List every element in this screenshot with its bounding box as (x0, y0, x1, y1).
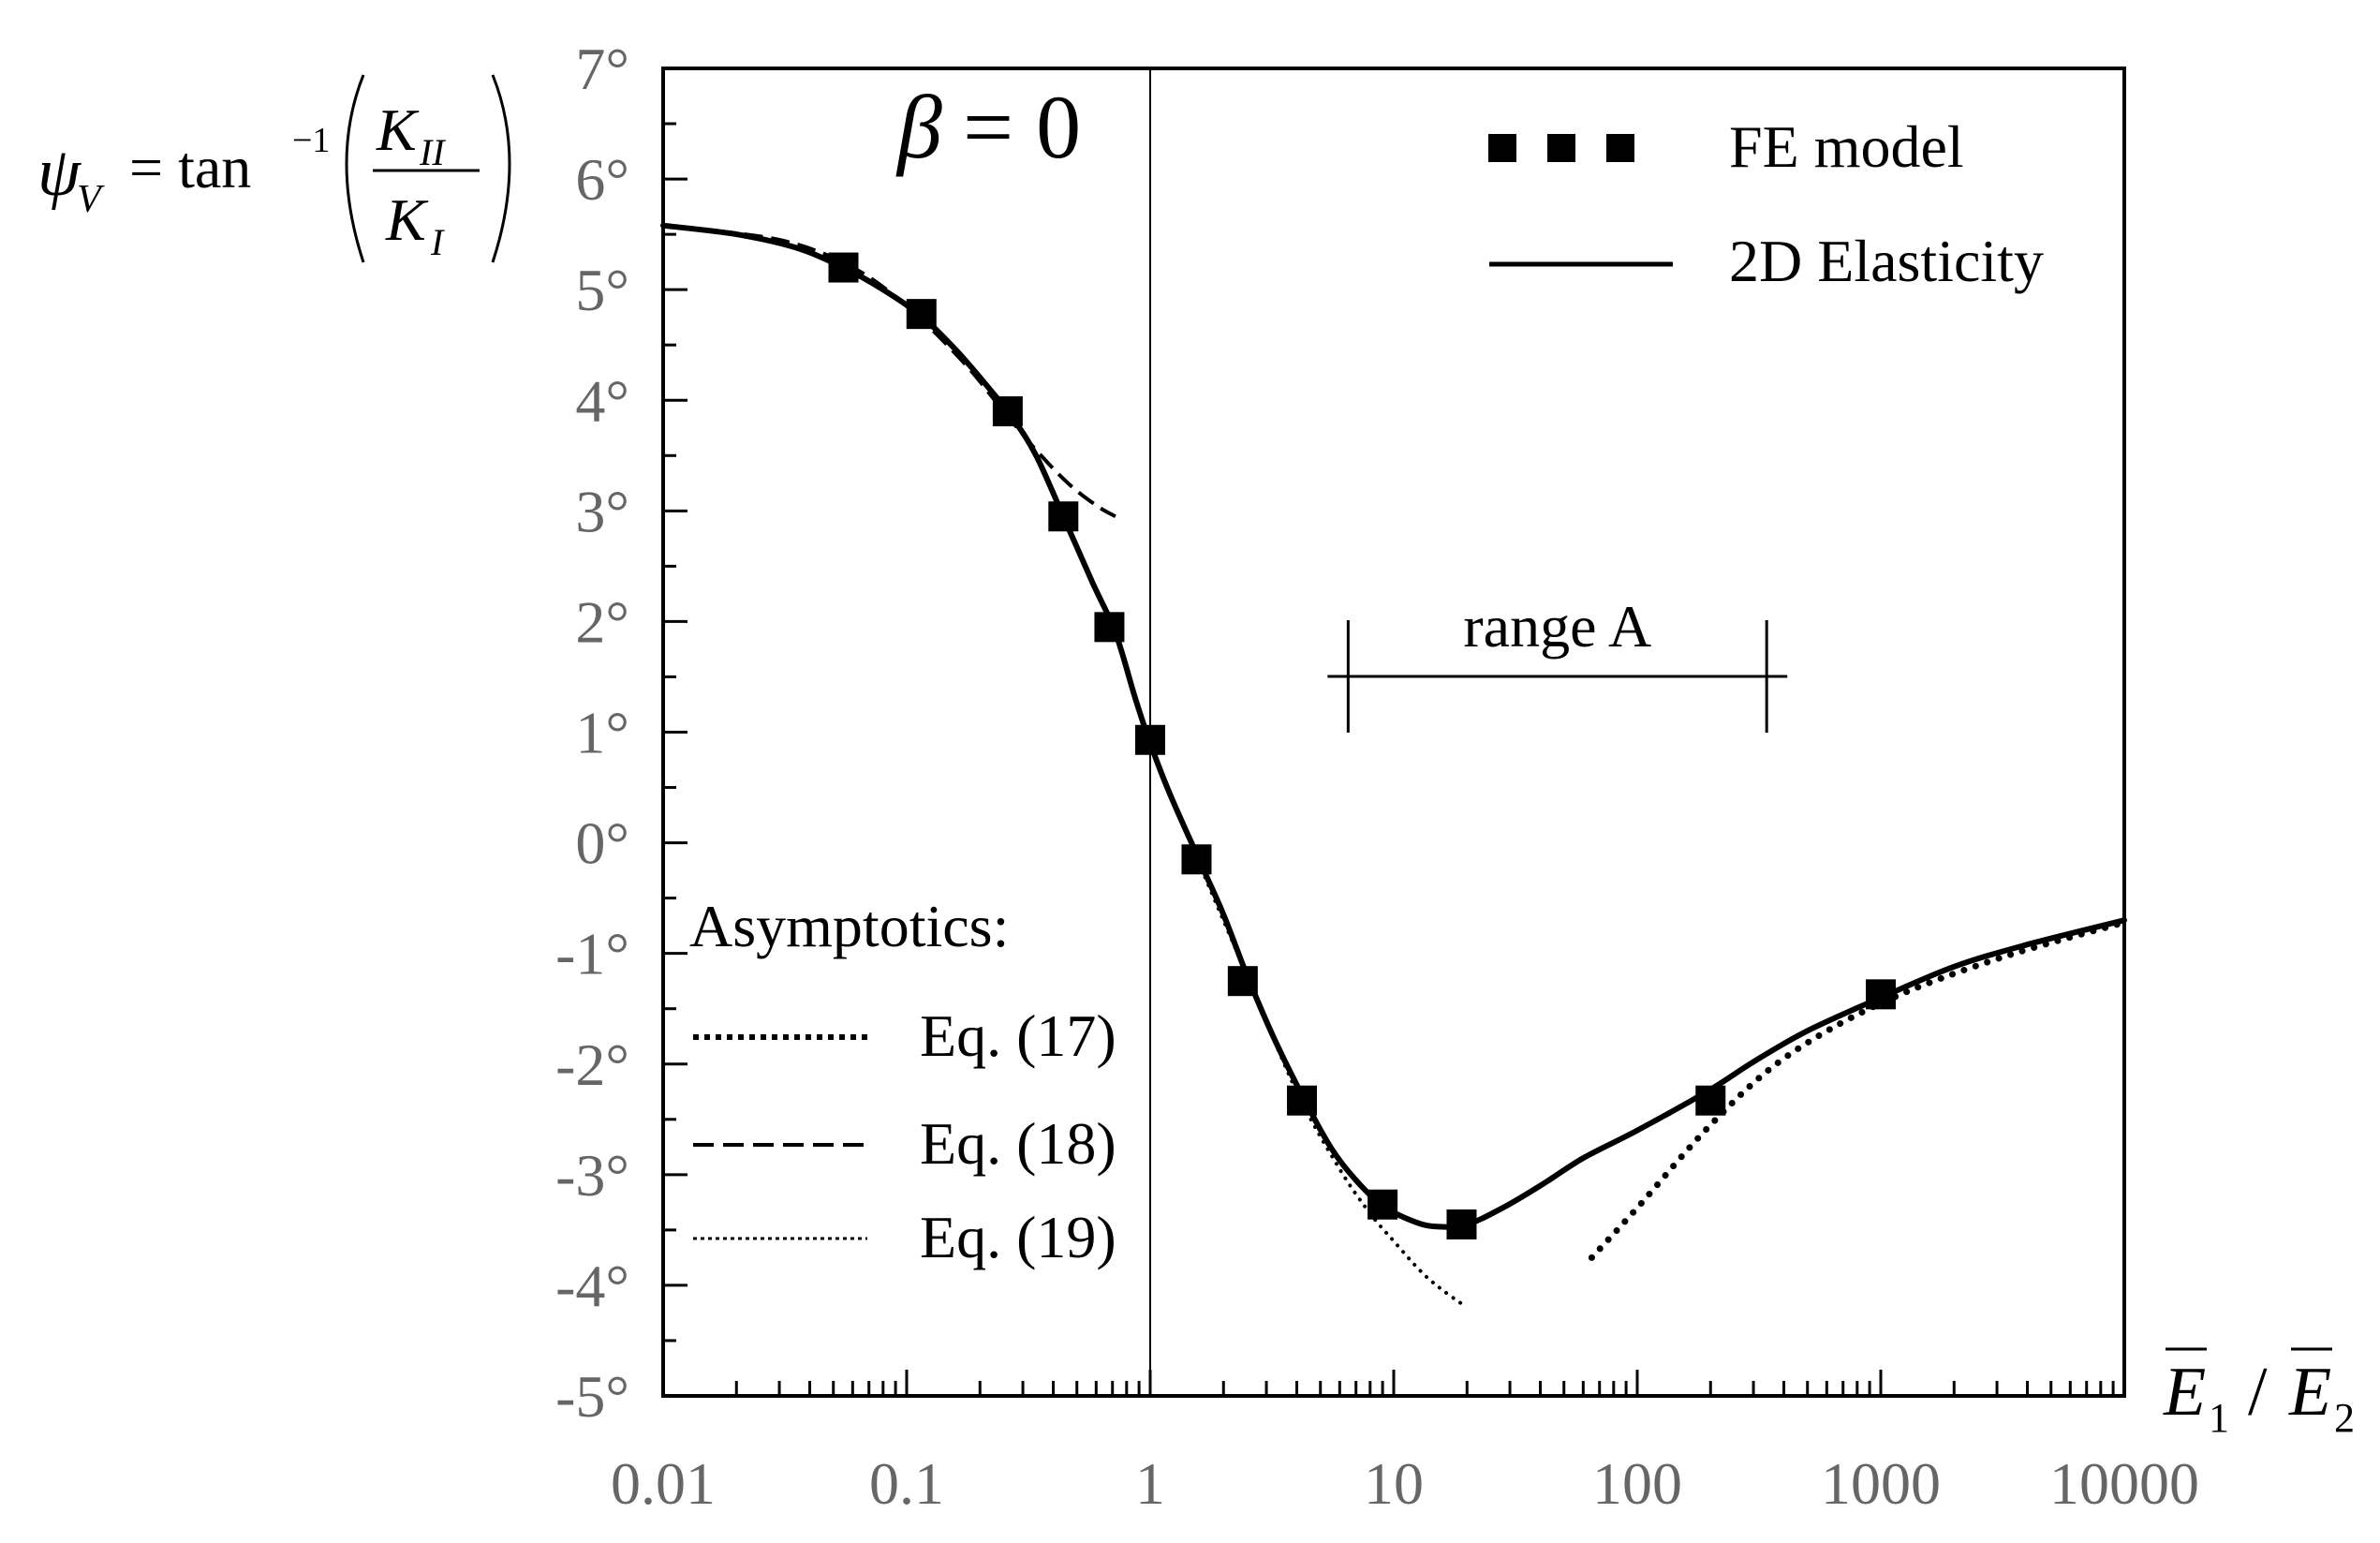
fe-model-point (1227, 966, 1258, 997)
asymptotics-title: Asymptotics: (689, 893, 1009, 959)
fe-model-point (1367, 1189, 1398, 1220)
y-tick-label: 3° (575, 478, 629, 544)
y-tick-label: 5° (575, 257, 629, 323)
range-a-annotation: range A (1327, 593, 1788, 733)
y-tick-label: -1° (555, 921, 629, 987)
fe-model-point (1181, 844, 1212, 875)
fe-model-point (906, 299, 937, 330)
fe-model-point (1048, 501, 1079, 532)
x-axis-label: E 1 / E 2 (2163, 1347, 2355, 1441)
series-line-2d-elasticity (660, 222, 2127, 1230)
x-tick-label: 1000 (1821, 1450, 1941, 1517)
x-tick-labels: 0.01 0.1 1 10 100 1000 10000 (611, 1450, 2199, 1517)
x-tick-label: 0.1 (869, 1450, 944, 1517)
y-axis-label: ψ V = tan −1 K II K I (37, 74, 511, 263)
legend-elasticity-label: 2D Elasticity (1729, 228, 2044, 294)
plot-series (660, 222, 2128, 1310)
y-label-psi: ψ (37, 134, 82, 211)
legend-fe-marker-3 (1606, 134, 1634, 162)
y-label-psi-sub: V (77, 178, 105, 221)
x-tick-label: 100 (1592, 1450, 1682, 1517)
series-line-eq-17 (1588, 919, 2128, 1261)
x-tick-label: 0.01 (611, 1450, 716, 1517)
y-label-left-paren (345, 74, 365, 263)
asymptotics-eq17-label: Eq. (17) (920, 1002, 1116, 1069)
y-label-denominator-sub: I (430, 221, 445, 263)
asymptotics-eq19-label: Eq. (19) (920, 1204, 1116, 1270)
y-tick-label: 7° (575, 36, 629, 102)
fe-model-point (1695, 1085, 1726, 1116)
asymptotics-eq18-label: Eq. (18) (920, 1110, 1116, 1177)
fe-model-point (1287, 1085, 1318, 1116)
asymptotics-legend: Asymptotics: Eq. (17) Eq. (18) Eq. (19) (689, 893, 1116, 1270)
y-tick-label: 6° (575, 146, 629, 213)
axis-ticks (661, 67, 2115, 1398)
fe-model-point (828, 252, 859, 283)
x-tick-label: 10000 (2049, 1450, 2199, 1517)
plot-frame (661, 67, 2126, 1398)
y-tick-label: -5° (555, 1363, 629, 1430)
y-label-denominator-k: K (385, 186, 429, 253)
series-line-eq-18 (662, 223, 1116, 518)
x-label-e1-sub: 1 (2209, 1395, 2229, 1441)
x-tick-label: 10 (1364, 1450, 1424, 1517)
y-label-right-paren (491, 74, 511, 263)
y-tick-label: 0° (575, 810, 629, 877)
y-tick-label: 4° (575, 367, 629, 434)
beta-annotation: β = 0 (895, 77, 1081, 177)
y-label-equals-tan: = tan (129, 134, 251, 200)
y-label-tan-exponent: −1 (292, 121, 330, 160)
legend: FE model 2D Elasticity (1488, 113, 2044, 294)
y-tick-label: -3° (555, 1142, 629, 1209)
legend-fe-label: FE model (1729, 113, 1964, 180)
x-tick-label: 1 (1135, 1450, 1165, 1517)
fe-model-point (992, 396, 1023, 427)
y-tick-label: -2° (555, 1031, 629, 1098)
fe-model-point (1446, 1209, 1477, 1239)
y-tick-label: -4° (555, 1253, 629, 1319)
legend-fe-marker-1 (1488, 134, 1516, 162)
beta-equals-zero: = 0 (963, 77, 1081, 177)
beta-symbol: β (895, 77, 942, 177)
legend-fe-marker-2 (1547, 134, 1575, 162)
y-tick-labels: 7° 6° 5° 4° 3° 2° 1° 0° -1° -2° -3° -4° -5° (555, 36, 629, 1430)
y-tick-label: 1° (575, 700, 629, 766)
range-a-label: range A (1463, 593, 1651, 660)
y-label-numerator-sub: II (419, 131, 446, 173)
y-tick-label: 2° (575, 588, 629, 655)
fe-model-point (1866, 979, 1896, 1010)
x-label-e1: E (2163, 1354, 2206, 1431)
fe-model-point (1094, 612, 1125, 643)
y-label-numerator-k: K (376, 96, 420, 163)
x-label-slash: / (2248, 1354, 2268, 1431)
x-label-e2: E (2288, 1354, 2331, 1431)
x-label-e2-sub: 2 (2334, 1395, 2355, 1441)
